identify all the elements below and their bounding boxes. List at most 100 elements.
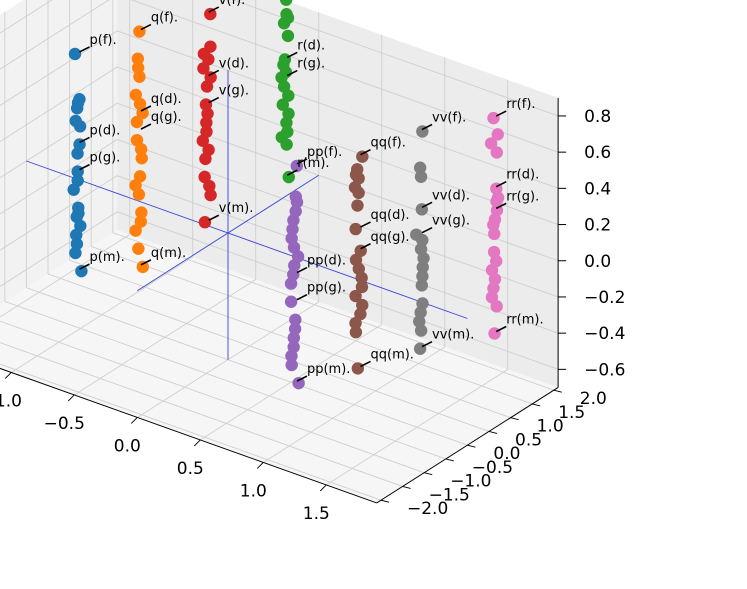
data-point-p xyxy=(71,147,84,160)
label-leaders xyxy=(79,6,507,382)
data-point-p xyxy=(75,264,88,278)
data-point-pp xyxy=(292,376,305,390)
grid-line-y xyxy=(91,246,533,405)
data-point-q xyxy=(135,206,148,219)
x-tick-label: −1.0 xyxy=(0,391,22,411)
point-label-r: r(m). xyxy=(297,156,329,171)
point-label-rr: rr(d). xyxy=(506,168,539,183)
pane-left xyxy=(0,0,118,305)
point-label-p: p(g). xyxy=(90,151,121,166)
data-point-q xyxy=(134,143,148,156)
y-tick-label: −0.5 xyxy=(472,458,513,478)
data-point-v xyxy=(204,188,217,202)
point-label-r: r(g). xyxy=(297,57,325,72)
axis-panes xyxy=(0,0,559,503)
data-point-v xyxy=(203,179,216,193)
grid-line-z xyxy=(116,175,559,334)
point-label-vv: vv(f). xyxy=(432,111,466,126)
data-point-pp xyxy=(288,259,301,272)
data-point-q xyxy=(136,260,149,274)
data-point-q xyxy=(132,242,145,255)
label-leader-vv xyxy=(421,226,433,234)
label-leader-vv xyxy=(421,123,433,131)
data-point-qq xyxy=(352,186,365,200)
data-point-v xyxy=(198,216,212,229)
y-tick-mark xyxy=(553,389,562,393)
data-point-qq xyxy=(356,150,369,163)
data-point-v xyxy=(202,53,215,66)
point-label-q: q(f). xyxy=(151,11,178,26)
label-leader-rr xyxy=(495,180,507,188)
y-tick-mark xyxy=(424,472,433,476)
label-leader-r xyxy=(286,69,298,77)
data-point-vv xyxy=(414,170,428,183)
grid-line-z xyxy=(0,175,118,251)
grid-line-z xyxy=(116,66,559,225)
grid-lines xyxy=(0,0,559,501)
y-tick-label: 0.5 xyxy=(515,430,542,450)
data-point-p xyxy=(68,47,82,61)
data-point-qq xyxy=(349,326,363,339)
data-point-rr xyxy=(490,300,503,313)
data-point-q xyxy=(136,106,149,120)
point-label-rr: rr(g). xyxy=(506,189,539,204)
y-tick-mark xyxy=(532,403,541,407)
label-leader-vv xyxy=(421,201,433,209)
x-axis-line xyxy=(0,367,377,504)
point-label-p: p(d). xyxy=(90,123,121,138)
data-point-r xyxy=(277,17,291,30)
pane-floor xyxy=(0,229,559,503)
point-label-v: v(g). xyxy=(219,84,249,99)
grid-line-z xyxy=(116,30,559,189)
data-point-pp xyxy=(290,195,304,209)
label-leader-qq xyxy=(360,148,371,156)
data-point-pp xyxy=(284,295,298,308)
y-tick-label: −1.5 xyxy=(429,485,470,505)
label-leader-p xyxy=(79,46,90,53)
pane-back xyxy=(117,0,559,388)
grid-line-y xyxy=(26,287,468,446)
data-point-vv xyxy=(416,233,429,247)
data-point-p xyxy=(70,102,84,115)
data-point-rr xyxy=(487,111,500,125)
label-leader-r xyxy=(286,169,298,176)
z-tick-label: 0.6 xyxy=(584,143,611,163)
y-tick-mark xyxy=(467,444,476,448)
y-tick-label: −1.0 xyxy=(450,472,491,492)
z-tick-label: −0.2 xyxy=(584,288,625,308)
data-point-pp xyxy=(288,322,302,336)
grid-line-z xyxy=(130,0,559,153)
data-point-v xyxy=(204,7,217,21)
data-point-r xyxy=(282,89,295,102)
grid-line-z xyxy=(232,0,559,117)
label-leader-v xyxy=(208,69,220,77)
label-leader-rr xyxy=(495,325,507,333)
point-label-p: p(m). xyxy=(90,250,125,265)
x-tick-mark xyxy=(130,417,138,424)
grid-line-z xyxy=(116,102,559,262)
label-leader-pp xyxy=(296,158,308,165)
point-label-v: v(m). xyxy=(219,201,254,216)
data-point-qq xyxy=(354,307,367,321)
grid-line-z xyxy=(0,0,53,34)
data-point-pp xyxy=(287,214,300,227)
data-point-r xyxy=(280,138,293,151)
point-label-vv: vv(d). xyxy=(432,188,470,203)
label-leader-qq xyxy=(360,360,371,368)
z-tick-label: −0.6 xyxy=(584,360,625,380)
data-point-qq xyxy=(351,362,365,375)
data-point-p xyxy=(67,183,80,196)
point-label-vv: vv(g). xyxy=(432,214,470,229)
y-tick-mark xyxy=(510,417,519,421)
x-tick-mark xyxy=(193,439,201,447)
data-point-rr xyxy=(490,146,503,159)
point-label-rr: rr(m). xyxy=(506,312,543,327)
label-leader-v xyxy=(208,96,220,104)
label-leader-p xyxy=(79,136,90,144)
label-leader-pp xyxy=(296,375,308,382)
data-point-v xyxy=(197,62,210,75)
data-point-r xyxy=(279,0,293,6)
y-tick-mark xyxy=(445,458,454,462)
point-label-qq: qq(d). xyxy=(371,208,410,223)
